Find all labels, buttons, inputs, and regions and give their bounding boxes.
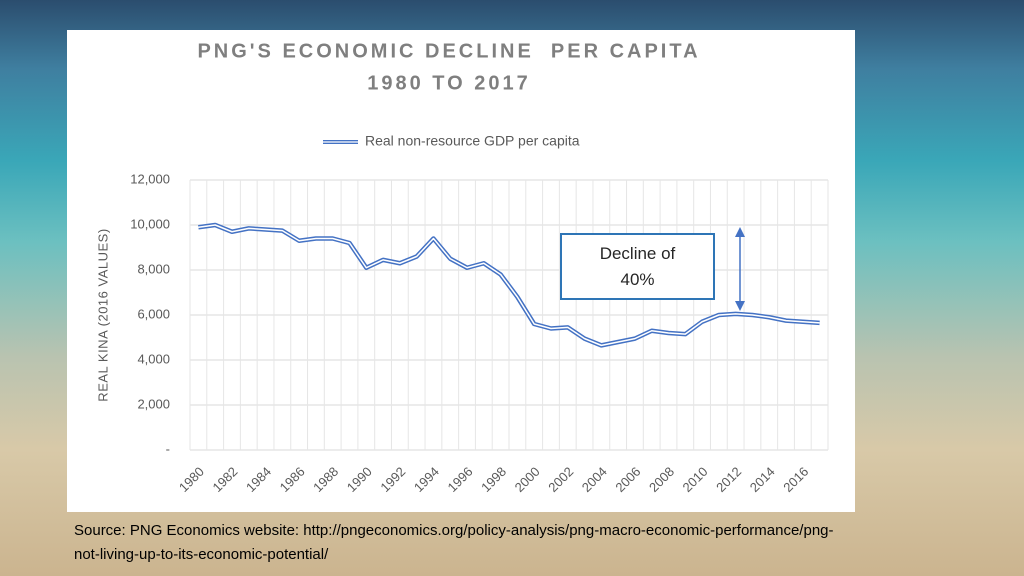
legend-label: Real non-resource GDP per capita [365,133,580,149]
source-note: Source: PNG Economics website: http://pn… [74,522,834,563]
chart-subtitle: 1980 TO 2017 [367,72,531,94]
arrow-head [735,227,745,237]
arrow-head [735,301,745,311]
y-tick-label: 2,000 [137,396,170,411]
series-line-inner [198,224,820,347]
y-tick-label: 6,000 [137,306,170,321]
decline-arrow [735,227,745,311]
y-tick-label: 10,000 [130,216,170,231]
chart-title: PNG'S ECONOMIC DECLINE PER CAPITA [197,40,700,62]
annotation: Decline of 40% [560,233,715,300]
y-tick-label: 4,000 [137,351,170,366]
y-tick-label: 12,000 [130,171,170,186]
y-tick-label: - [166,441,170,456]
chart-panel [67,30,855,512]
y-tick-label: 8,000 [137,261,170,276]
y-axis-label: REAL KINA (2016 VALUES) [95,228,110,401]
legend: Real non-resource GDP per capita [323,133,580,149]
